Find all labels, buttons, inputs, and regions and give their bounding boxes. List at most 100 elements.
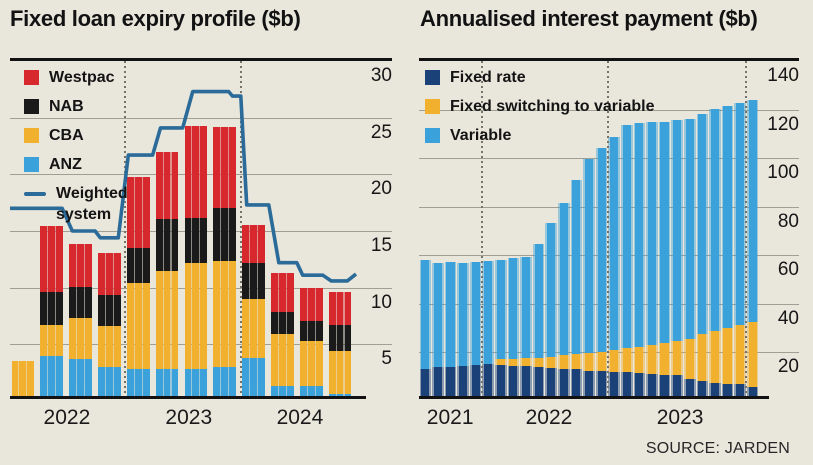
bar-segment-cba — [98, 326, 105, 367]
bar-segment-anz — [77, 358, 84, 398]
bar-segment-westpac — [307, 287, 315, 321]
right-plot-area: 20 40 60 80 100 120 140 Fixed rate Fixed switchi… — [419, 58, 799, 399]
bar-subgroup — [69, 61, 92, 398]
bar-segment-nab — [142, 247, 150, 284]
bar — [105, 61, 113, 398]
dotted-year-separator — [745, 61, 748, 398]
bar-segment-westpac — [315, 287, 323, 321]
bars-area — [10, 61, 356, 398]
bar-segment-cba — [11, 360, 19, 398]
bar-group — [299, 61, 323, 398]
bar — [271, 61, 278, 398]
y-tick-label: 40 — [777, 307, 799, 329]
bar-slot — [583, 61, 595, 398]
legend-label: Weighted system — [56, 185, 128, 223]
year-label: 2023 — [165, 406, 213, 429]
bar-segment-fixed-rate — [610, 371, 619, 398]
bar-segment-westpac — [213, 127, 221, 209]
bar-segment-variable — [710, 109, 719, 331]
legend-label: Variable — [450, 127, 512, 144]
bar — [459, 61, 468, 398]
bar-segment-anz — [163, 368, 171, 398]
bar-stack — [221, 61, 229, 398]
bar — [19, 61, 27, 398]
bar-segment-westpac — [40, 226, 48, 293]
bar — [559, 61, 568, 398]
bar — [126, 61, 134, 398]
legend-label-line: system — [56, 206, 112, 223]
gridline — [10, 117, 392, 119]
bar-segment-westpac — [142, 176, 150, 248]
weighted-system-polyline — [10, 89, 358, 283]
bar-subgroup — [126, 61, 150, 398]
bar-segment-anz — [286, 385, 294, 398]
bar-segment-fixed-rate — [459, 366, 468, 398]
bar — [610, 61, 619, 398]
bar — [496, 61, 505, 398]
bar — [221, 61, 229, 398]
bar-segment-variable — [446, 261, 455, 367]
bar-segment-variable — [584, 158, 594, 353]
bar-segment-westpac — [221, 127, 229, 209]
bars-area — [419, 61, 759, 398]
bar-segment-cba — [126, 283, 134, 369]
bar-segment-fixed-switching-to-variable — [622, 348, 631, 373]
legend-swatch-westpac — [24, 70, 39, 85]
bar-segment-nab — [242, 263, 249, 300]
bar-segment-nab — [113, 294, 121, 327]
dotted-year-separator — [239, 61, 242, 398]
bar-stack — [229, 61, 237, 398]
bar-slot — [620, 61, 633, 398]
bar-segment-fixed-switching-to-variable — [685, 338, 694, 379]
bar-segment-nab — [163, 219, 171, 272]
bar — [69, 61, 76, 398]
gridline — [419, 255, 799, 257]
bar-stack — [736, 61, 745, 398]
bar-segment-westpac — [134, 176, 142, 248]
bar-segment-cba — [142, 283, 150, 369]
legend: Westpac NAB CBA ANZ Weighted system — [24, 69, 128, 235]
bar-stack — [200, 61, 208, 398]
y-tick-label: 10 — [370, 291, 392, 313]
bar-stack — [584, 61, 594, 398]
bar-segment-fixed-rate — [559, 368, 568, 398]
gridline — [419, 303, 799, 305]
bar-slot — [683, 61, 696, 398]
bar — [336, 61, 344, 398]
bar-segment-anz — [48, 356, 56, 398]
bar-segment-nab — [56, 292, 64, 325]
bar-stack — [647, 61, 656, 398]
bar-segment-cba — [344, 350, 352, 394]
bar-stack — [48, 61, 56, 398]
bar-segment-westpac — [278, 273, 286, 312]
gridline — [419, 109, 799, 111]
bar — [660, 61, 669, 398]
bar-stack — [69, 61, 76, 398]
axis-baseline — [419, 396, 769, 399]
bar-stack — [496, 61, 505, 398]
bar-segment-cba — [48, 324, 56, 357]
bar — [471, 61, 480, 398]
legend-item-nab: NAB — [24, 98, 128, 115]
legend-label: CBA — [49, 127, 84, 144]
bar-segment-anz — [192, 368, 200, 398]
bar-stack — [184, 61, 192, 398]
bar-stack — [105, 61, 113, 398]
bar-segment-anz — [336, 393, 344, 398]
bar-segment-westpac — [105, 253, 113, 295]
bar-group — [184, 61, 208, 398]
bar-segment-cba — [27, 360, 35, 398]
bar — [40, 61, 48, 398]
bar — [572, 61, 581, 398]
bar-segment-cba — [250, 299, 257, 358]
y-tick-label: 30 — [370, 65, 392, 86]
bar-segment-anz — [315, 385, 323, 398]
bar-segment-anz — [98, 366, 105, 398]
legend-item-anz: ANZ — [24, 156, 128, 173]
bar-segment-anz — [242, 357, 249, 398]
bar-group — [40, 61, 64, 398]
bar-segment-variable — [572, 179, 581, 355]
bar-segment-fixed-rate — [521, 366, 531, 398]
bar-segment-cba — [155, 271, 163, 369]
bar — [299, 61, 307, 398]
